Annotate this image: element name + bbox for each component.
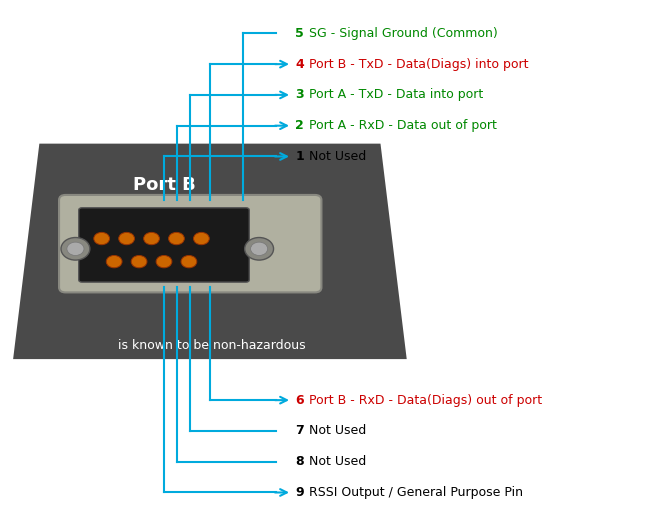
Text: 1: 1 xyxy=(295,150,304,163)
Text: Port A - TxD - Data into port: Port A - TxD - Data into port xyxy=(305,88,483,102)
Text: 6: 6 xyxy=(295,393,304,407)
Text: Not Used: Not Used xyxy=(305,424,366,438)
Text: 2: 2 xyxy=(295,119,304,132)
Text: is known to be non-hazardous: is known to be non-hazardous xyxy=(118,339,306,352)
Text: Port B - RxD - Data(Diags) out of port: Port B - RxD - Data(Diags) out of port xyxy=(305,393,542,407)
Circle shape xyxy=(119,232,134,245)
Circle shape xyxy=(181,255,197,268)
Circle shape xyxy=(194,232,209,245)
Circle shape xyxy=(67,242,84,255)
Text: Port B - TxD - Data(Diags) into port: Port B - TxD - Data(Diags) into port xyxy=(305,57,529,71)
Circle shape xyxy=(169,232,184,245)
Circle shape xyxy=(144,232,159,245)
Text: 8: 8 xyxy=(295,455,304,468)
FancyBboxPatch shape xyxy=(59,195,321,292)
Circle shape xyxy=(156,255,172,268)
Text: Not Used: Not Used xyxy=(305,455,366,468)
Circle shape xyxy=(106,255,122,268)
Text: SG - Signal Ground (Common): SG - Signal Ground (Common) xyxy=(305,27,498,40)
Text: Port B: Port B xyxy=(133,176,195,194)
Circle shape xyxy=(251,242,268,255)
Text: 3: 3 xyxy=(295,88,304,102)
Text: 4: 4 xyxy=(295,57,304,71)
Text: Not Used: Not Used xyxy=(305,150,366,163)
Circle shape xyxy=(245,238,274,260)
Polygon shape xyxy=(13,144,407,359)
Text: 5: 5 xyxy=(295,27,304,40)
Circle shape xyxy=(131,255,147,268)
Text: RSSI Output / General Purpose Pin: RSSI Output / General Purpose Pin xyxy=(305,486,523,499)
Text: Port A - RxD - Data out of port: Port A - RxD - Data out of port xyxy=(305,119,497,132)
Text: 9: 9 xyxy=(295,486,304,499)
FancyBboxPatch shape xyxy=(79,208,249,282)
Text: 7: 7 xyxy=(295,424,304,438)
Circle shape xyxy=(94,232,110,245)
Circle shape xyxy=(61,238,90,260)
